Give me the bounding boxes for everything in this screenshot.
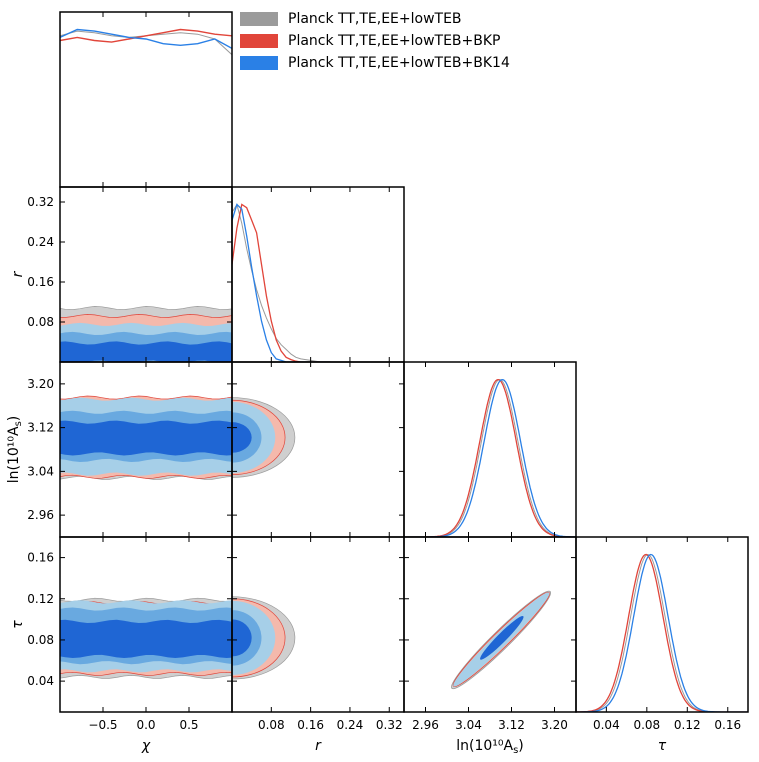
panel-chi-marginal [60,28,232,56]
ytick-label-tau-3: 0.16 [27,551,54,565]
chi-marginal-line-2 [60,28,232,50]
r-marginal-line-1 [232,203,331,362]
xtick-label-tau-2: 0.12 [674,718,701,732]
xtick-label-chi-1: 0.0 [136,718,155,732]
panel-tau-marginal [576,553,748,712]
panel-tau-vs-r [232,596,296,680]
legend-swatch-blue [240,56,278,70]
panel-r-marginal [232,203,331,362]
legend-item-bkp: Planck TT,TE,EE+lowTEB+BKP [240,30,510,52]
xtick-label-lnAs-2: 3.12 [498,718,525,732]
ytick-label-r-3: 0.32 [27,195,54,209]
xtick-label-lnAs-3: 3.20 [541,718,568,732]
contour-tau-lnAs-blue-inner [480,616,524,660]
ytick-label-lnAs-1: 3.04 [27,464,54,478]
panel-tau-vs-lnAs [451,590,552,690]
band-r-blue_inner [60,341,232,362]
ytick-label-tau-1: 0.08 [27,633,54,647]
legend-item-planck: Planck TT,TE,EE+lowTEB [240,8,510,30]
frame-2-2 [403,361,577,538]
ytick-label-r-2: 0.24 [27,235,54,249]
panel-r-vs-chi [60,306,232,362]
xaxis-label-2: ln(10¹⁰As) [456,738,524,756]
chi-marginal-line-1 [60,28,232,43]
xtick-label-r-2: 0.24 [337,718,364,732]
yaxis-label-2: τ [10,620,26,629]
xtick-label-tau-3: 0.16 [714,718,741,732]
panel-lnAs-marginal [404,378,576,537]
frame-2-3 [403,536,577,713]
panel-tau-marginal-line-0 [576,553,748,712]
panel-tau-marginal-line-1 [576,553,748,712]
legend-label-bkp: Planck TT,TE,EE+lowTEB+BKP [288,33,501,49]
xtick-label-tau-0: 0.04 [593,718,620,732]
panel-lnAs-marginal-line-2 [404,378,576,537]
xaxis-label-close: ) [518,738,523,754]
contour-lnAs-blue_inner [232,422,252,453]
legend-label-planck: Planck TT,TE,EE+lowTEB [288,11,462,27]
legend-item-bk14: Planck TT,TE,EE+lowTEB+BK14 [240,52,510,74]
xaxis-label-1: r [315,738,322,754]
ytick-label-r-1: 0.16 [27,275,54,289]
xtick-label-chi-2: 0.5 [179,718,198,732]
ytick-label-lnAs-2: 3.12 [27,421,54,435]
chi-marginal-line-0 [60,30,232,56]
ytick-label-lnAs-0: 2.96 [27,508,54,522]
yaxis-label-0: r [10,270,26,277]
panel-lnAs-vs-r [232,397,296,478]
yaxis-label-subscript: s [13,421,24,426]
ytick-label-tau-2: 0.12 [27,592,54,606]
xtick-label-r-3: 0.32 [376,718,403,732]
panel-tau-vs-chi [60,597,232,679]
r-marginal-line-2 [232,203,331,362]
band-tau-blue_inner [60,619,232,658]
r-marginal-line-0 [232,203,331,362]
xtick-label-tau-1: 0.08 [633,718,660,732]
legend-label-bk14: Planck TT,TE,EE+lowTEB+BK14 [288,55,510,71]
panel-lnAs-marginal-line-1 [404,378,576,537]
xaxis-label-0: χ [141,738,151,754]
xtick-label-lnAs-0: 2.96 [412,718,439,732]
yaxis-label-close: ) [6,416,22,421]
legend: Planck TT,TE,EE+lowTEB Planck TT,TE,EE+l… [240,8,510,74]
xaxis-label-3: τ [658,738,667,754]
legend-swatch-grey [240,12,278,26]
xaxis-label-subscript: s [513,745,518,756]
xtick-label-r-0: 0.08 [258,718,285,732]
ytick-label-tau-0: 0.04 [27,674,54,688]
xtick-label-r-1: 0.16 [297,718,324,732]
ytick-label-lnAs-3: 3.20 [27,377,54,391]
panel-tau-marginal-line-2 [576,553,748,712]
legend-swatch-red [240,34,278,48]
xtick-label-chi-0: −0.5 [88,718,117,732]
ytick-label-r-0: 0.08 [27,315,54,329]
band-lnAs-blue_inner [60,420,232,456]
panel-lnAs-marginal-line-0 [404,378,576,537]
frame-3-3 [575,536,749,713]
xtick-label-lnAs-1: 3.04 [455,718,482,732]
frame-1-1 [231,186,405,363]
contour-tau-blue_inner [232,619,252,657]
panel-lnAs-vs-chi [60,395,232,480]
yaxis-label-1: ln(10¹⁰As) [6,416,24,484]
